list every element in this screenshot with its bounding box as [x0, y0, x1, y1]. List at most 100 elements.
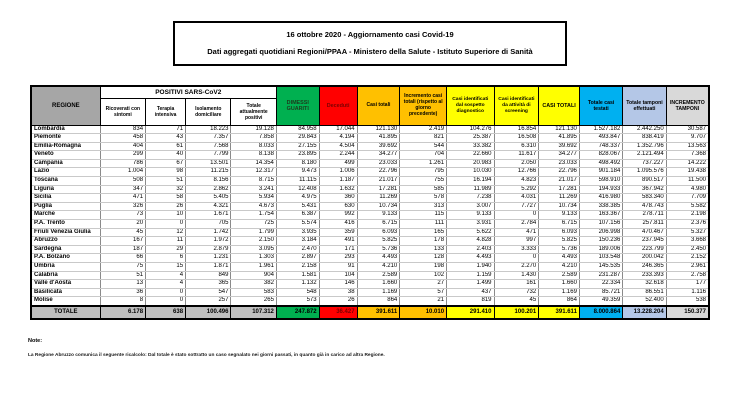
value-cell: 5.405 — [185, 193, 232, 203]
table-row: P.A. Trento 20 0 705 725 5.574 416 6.715 111 3.93… — [30, 219, 710, 229]
table-row: Umbria 75 15 1.871 1.961 2.158 91 4.210 198 1.940… — [30, 262, 710, 272]
table-row: Liguria 347 32 2.862 3.241 12.408 1.632 17.281 5… — [30, 184, 710, 195]
value-cell: 5.431 — [275, 201, 320, 212]
value-cell: 578 — [399, 193, 448, 203]
region-name-cell: Sardegna — [30, 244, 101, 255]
value-cell: 17.281 — [538, 184, 580, 195]
value-cell: 257.811 — [622, 219, 667, 229]
value-cell: 0 — [145, 287, 187, 298]
value-cell: 29.843 — [275, 133, 320, 143]
value-cell: 10.030 — [446, 167, 495, 178]
value-cell: 1.972 — [185, 236, 232, 246]
value-cell: 4.194 — [318, 133, 358, 143]
value-cell: 326 — [99, 201, 147, 212]
value-cell: 0 — [145, 219, 187, 229]
value-cell: 23.033 — [356, 158, 401, 169]
table-row: Piemonte 458 43 7.357 7.858 29.843 4.194 41.895… — [30, 133, 710, 143]
value-cell: 51 — [145, 176, 187, 186]
value-cell: 2.150 — [230, 236, 277, 246]
totale-row: TOTALE 6.178 638 100.496 107.312 247.872 36.42… — [30, 304, 710, 320]
value-cell: 585 — [399, 184, 448, 195]
value-cell: 19.128 — [230, 124, 277, 135]
value-cell: 9.707 — [665, 133, 710, 143]
region-name-cell: Friuli Venezia Giulia — [30, 227, 101, 238]
bulletin-date-title: 16 ottobre 2020 - Aggiornamento casi Cov… — [286, 30, 454, 39]
value-cell: 75 — [99, 262, 147, 272]
value-cell: 16.508 — [493, 133, 540, 143]
table-row: Sardegna 187 29 2.879 3.095 2.470 171 5.736 133 2… — [30, 244, 710, 255]
value-cell: 725 — [230, 219, 277, 229]
value-cell: 11.269 — [538, 193, 580, 203]
value-cell: 3.668 — [665, 236, 710, 246]
value-cell: 1.132 — [275, 279, 320, 289]
header-totale-positivi: Totale attualmente positivi — [230, 97, 277, 126]
value-cell: 233.393 — [622, 270, 667, 281]
value-cell: 71 — [145, 124, 187, 135]
value-cell: 128 — [399, 253, 448, 263]
value-cell: 7.858 — [230, 133, 277, 143]
value-cell: 11.269 — [356, 193, 401, 203]
value-cell: 21.017 — [356, 176, 401, 186]
value-cell: 9.133 — [446, 210, 495, 221]
table-row: Marche 73 10 1.671 1.754 6.387 992 9.133 115 9.13… — [30, 210, 710, 221]
value-cell: 598.910 — [578, 176, 624, 186]
value-cell: 544 — [399, 141, 448, 152]
header-regione: REGIONE — [30, 85, 101, 126]
value-cell: 7.709 — [665, 193, 710, 203]
value-cell: 1.742 — [185, 227, 232, 238]
value-cell: 121.130 — [538, 124, 580, 135]
value-cell: 39.692 — [538, 141, 580, 152]
value-cell: 13 — [99, 279, 147, 289]
totale-label-cell: TOTALE — [30, 304, 101, 320]
value-cell: 5.825 — [356, 236, 401, 246]
value-cell: 404 — [99, 141, 147, 152]
value-cell: 498.492 — [578, 158, 624, 169]
value-cell: 1.871 — [185, 262, 232, 272]
value-cell: 4 — [145, 279, 187, 289]
value-cell: 231.287 — [578, 270, 624, 281]
notes-label: Note: — [28, 338, 43, 344]
value-cell: 548 — [275, 287, 320, 298]
region-name-cell: Piemonte — [30, 133, 101, 143]
value-cell: 189.006 — [578, 244, 624, 255]
value-cell: 2.244 — [318, 150, 358, 160]
value-cell: 416 — [318, 219, 358, 229]
value-cell: 66 — [99, 253, 147, 263]
value-cell: 359 — [318, 227, 358, 238]
value-cell: 573 — [275, 296, 320, 307]
header-isolamento-domiciliare: Isolamento domiciliare — [185, 97, 232, 126]
value-cell: 0 — [145, 296, 187, 307]
region-name-cell: Umbria — [30, 262, 101, 272]
value-cell: 25.387 — [446, 133, 495, 143]
value-cell: 3.095 — [230, 244, 277, 255]
header-incremento-tamponi: INCREMENTO TAMPONI — [665, 85, 710, 126]
value-cell: 1.006 — [318, 167, 358, 178]
value-cell: 416.980 — [578, 193, 624, 203]
value-cell: 704 — [399, 150, 448, 160]
value-cell: 2.862 — [185, 184, 232, 195]
region-name-cell: Basilicata — [30, 287, 101, 298]
value-cell: 338.385 — [578, 201, 624, 212]
value-cell: 499 — [318, 158, 358, 169]
value-cell: 20.983 — [446, 158, 495, 169]
value-cell: 8.715 — [230, 176, 277, 186]
header-positivi-group: POSITIVI SARS-CoV2 — [99, 85, 277, 99]
value-cell: 104.276 — [446, 124, 495, 135]
value-cell: 165 — [399, 227, 448, 238]
value-cell: 992 — [318, 210, 358, 221]
header-ricoverati-sintomi: Ricoverati con sintomi — [99, 97, 147, 126]
value-cell: 2.589 — [538, 270, 580, 281]
value-cell: 4.321 — [185, 201, 232, 212]
value-cell: 13.501 — [185, 158, 232, 169]
header-terapia-intensiva: Terapia intensiva — [145, 97, 187, 126]
value-cell: 146 — [318, 279, 358, 289]
totale-value-cell: 8.000.864 — [578, 304, 624, 320]
value-cell: 11.115 — [275, 176, 320, 186]
value-cell: 4.210 — [538, 262, 580, 272]
totale-value-cell: 247.872 — [275, 304, 320, 320]
value-cell: 6 — [145, 253, 187, 263]
value-cell: 437 — [446, 287, 495, 298]
value-cell: 2.450 — [665, 244, 710, 255]
value-cell: 0 — [493, 253, 540, 263]
value-cell: 133 — [399, 244, 448, 255]
